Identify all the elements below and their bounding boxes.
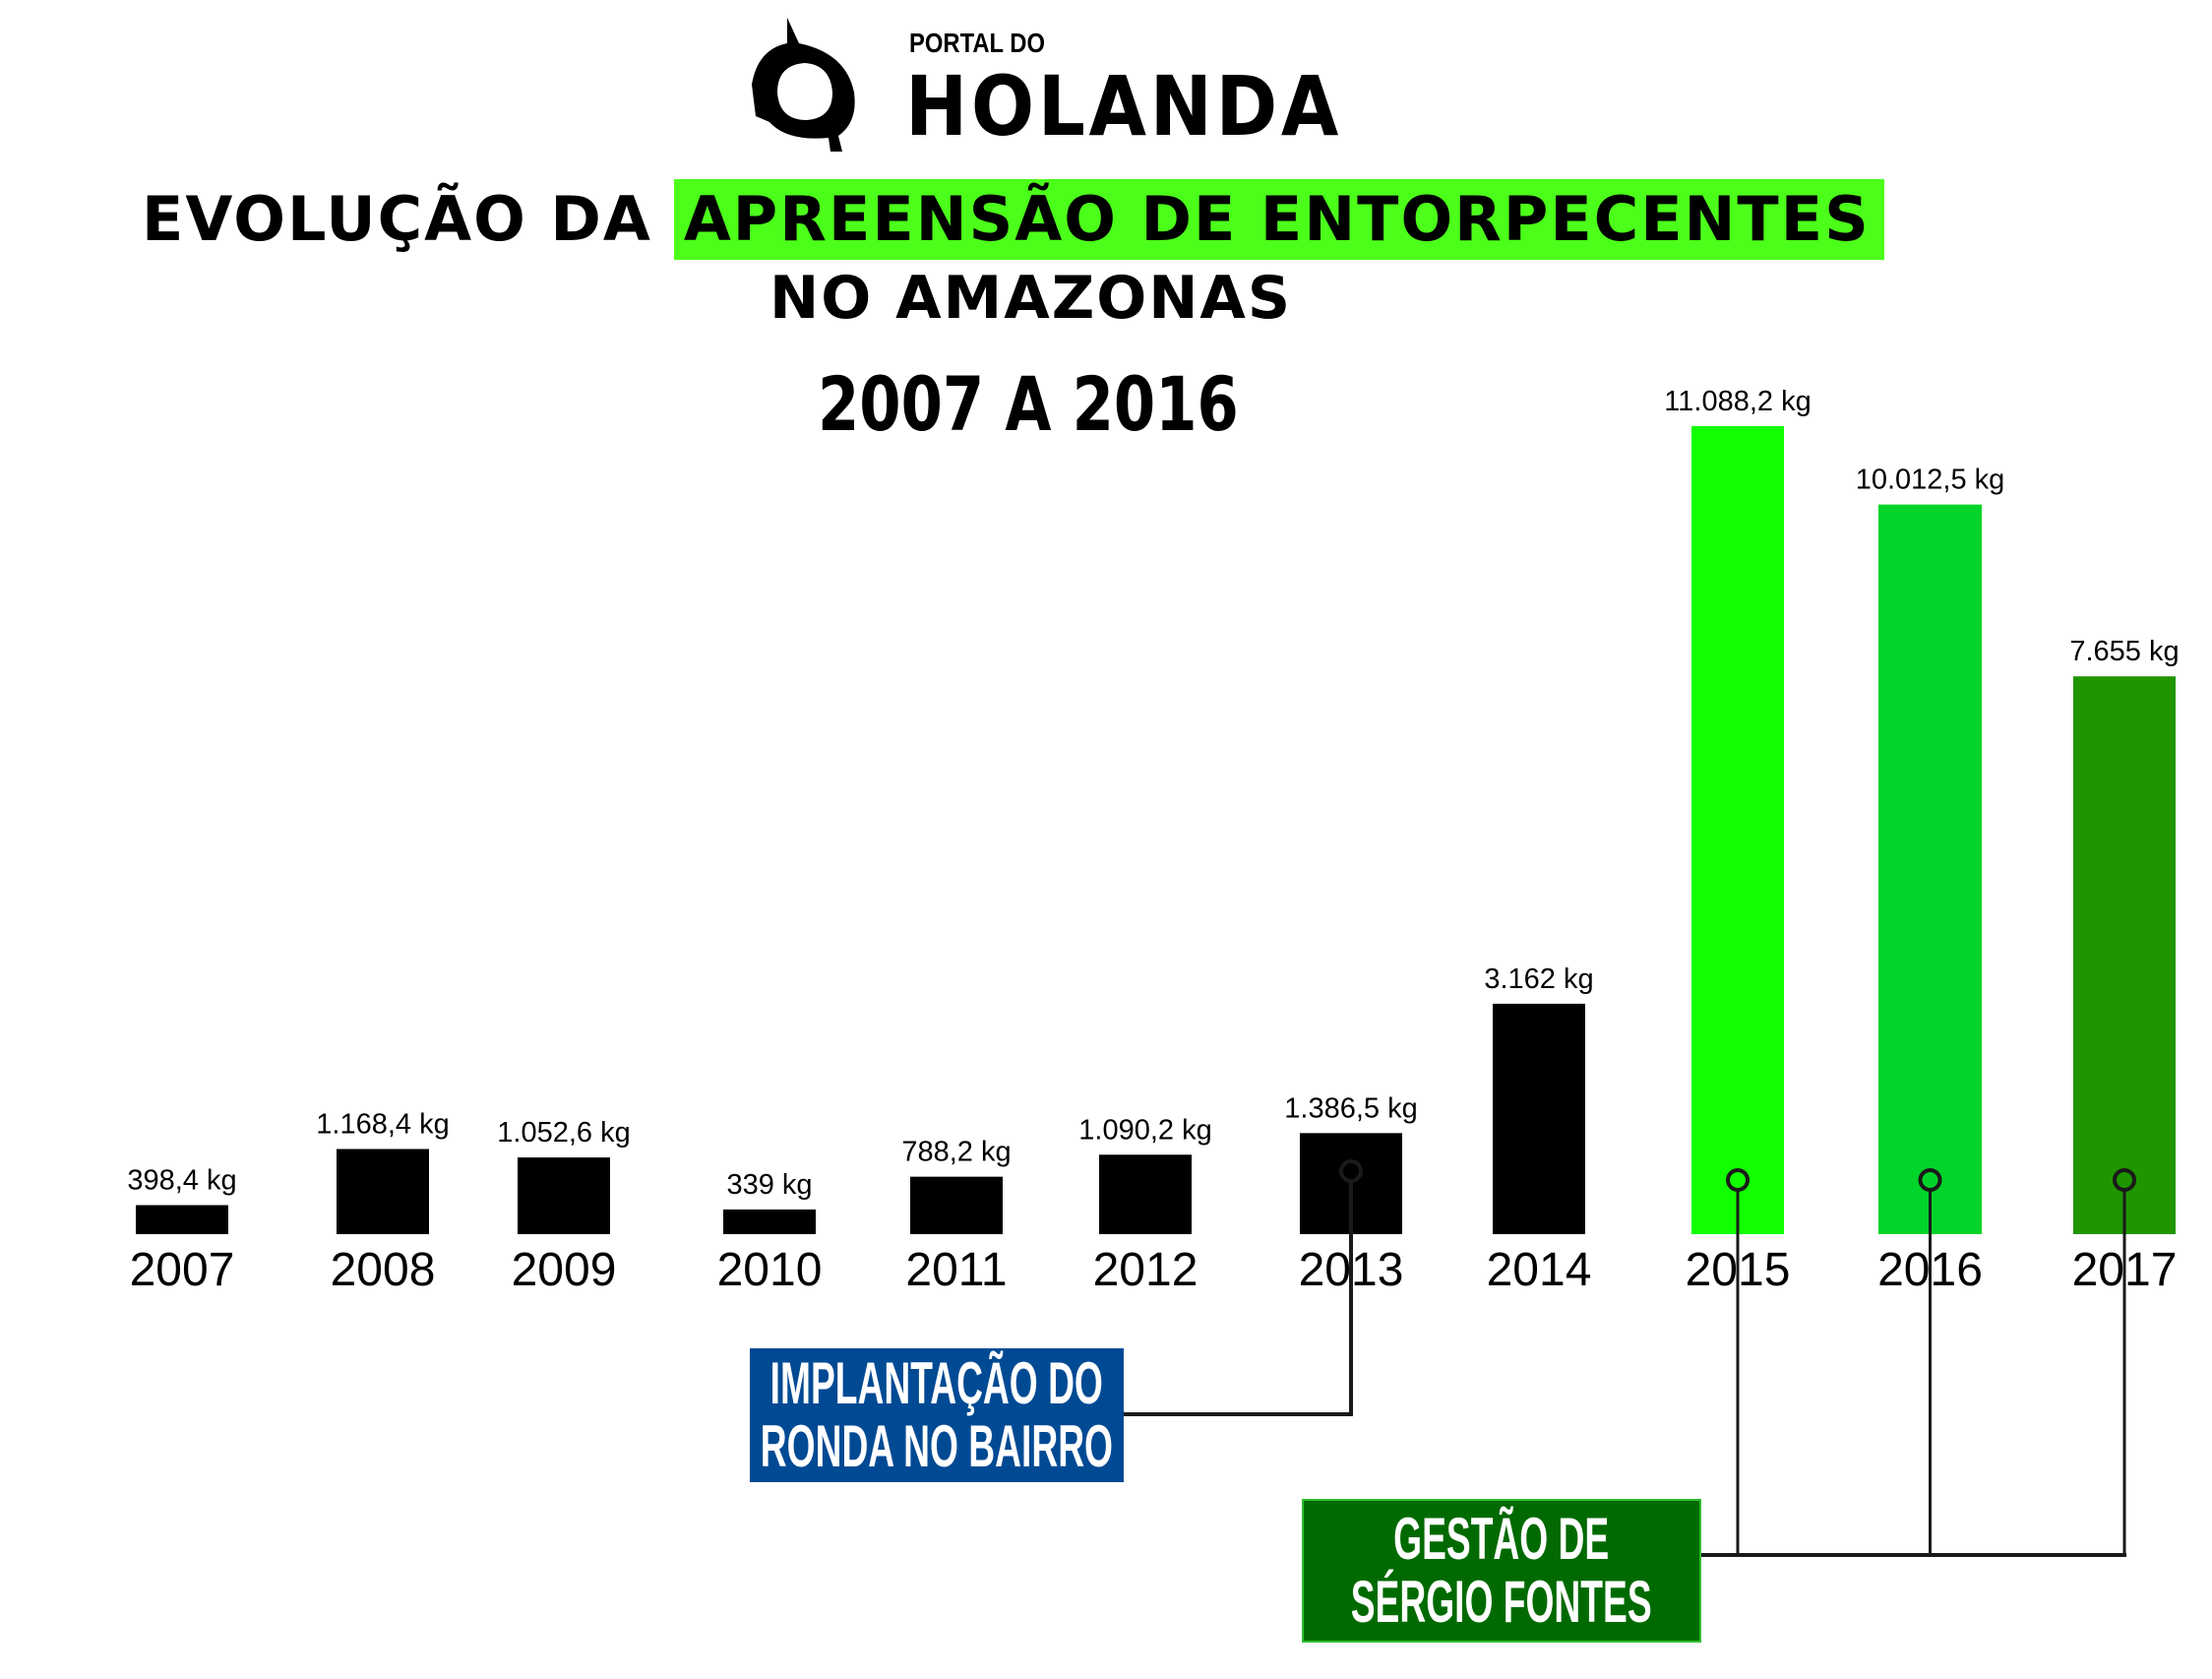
- bar-2008: [337, 1149, 429, 1234]
- ronda-annotation-box: IMPLANTAÇÃO DO RONDA NO BAIRRO: [750, 1348, 1124, 1482]
- bar-2016: [1878, 504, 1982, 1234]
- value-label-2009: 1.052,6 kg: [497, 1117, 630, 1149]
- year-label-2008: 2008: [331, 1244, 436, 1296]
- sergio-annotation-box: GESTÃO DE SÉRGIO FONTES: [1302, 1499, 1701, 1643]
- bar-2017: [2073, 676, 2176, 1234]
- bar-2007: [136, 1205, 228, 1234]
- title-period: 2007 A 2016: [818, 360, 1239, 448]
- ronda-connector-line: [1124, 1181, 1353, 1416]
- bar-2014: [1493, 1003, 1585, 1234]
- logo-emblem-icon: [752, 18, 855, 152]
- bar-2010: [723, 1209, 816, 1234]
- title-line1-prefix: EVOLUÇÃO DA: [142, 183, 652, 255]
- year-label-2007: 2007: [130, 1244, 235, 1296]
- logo-small-text: PORTAL DO: [909, 28, 1045, 58]
- value-label-2014: 3.162 kg: [1484, 964, 1593, 995]
- bar-2012: [1099, 1154, 1192, 1234]
- logo: PORTAL DO HOLANDA: [748, 14, 1348, 152]
- ronda-line2: RONDA NO BAIRRO: [760, 1413, 1114, 1479]
- logo-large-text: HOLANDA: [905, 58, 1342, 155]
- ronda-line1: IMPLANTAÇÃO DO: [769, 1350, 1104, 1416]
- year-label-2012: 2012: [1093, 1244, 1198, 1296]
- sergio-line1: GESTÃO DE: [1393, 1506, 1610, 1572]
- value-label-2011: 788,2 kg: [901, 1137, 1011, 1168]
- value-label-2013: 1.386,5 kg: [1284, 1092, 1417, 1124]
- bar-2011: [910, 1176, 1003, 1234]
- year-label-2014: 2014: [1487, 1244, 1592, 1296]
- value-label-2008: 1.168,4 kg: [316, 1108, 449, 1140]
- title-line1-highlight: APREENSÃO DE ENTORPECENTES: [673, 179, 1884, 260]
- value-label-2007: 398,4 kg: [127, 1165, 236, 1197]
- year-label-2010: 2010: [717, 1244, 823, 1296]
- bar-2009: [518, 1157, 610, 1234]
- sergio-line2: SÉRGIO FONTES: [1351, 1569, 1652, 1635]
- value-label-2016: 10.012,5 kg: [1856, 465, 2005, 496]
- title-line1: EVOLUÇÃO DA APREENSÃO DE ENTORPECENTES: [142, 179, 1884, 260]
- value-label-2012: 1.090,2 kg: [1078, 1114, 1211, 1146]
- year-label-2009: 2009: [512, 1244, 617, 1296]
- value-label-2015: 11.088,2 kg: [1664, 386, 1811, 417]
- title-line2: NO AMAZONAS: [769, 264, 1293, 333]
- value-label-2017: 7.655 kg: [2069, 636, 2179, 667]
- bar-2015: [1691, 426, 1784, 1234]
- value-label-2010: 339 kg: [726, 1169, 812, 1201]
- year-label-2011: 2011: [905, 1244, 1007, 1296]
